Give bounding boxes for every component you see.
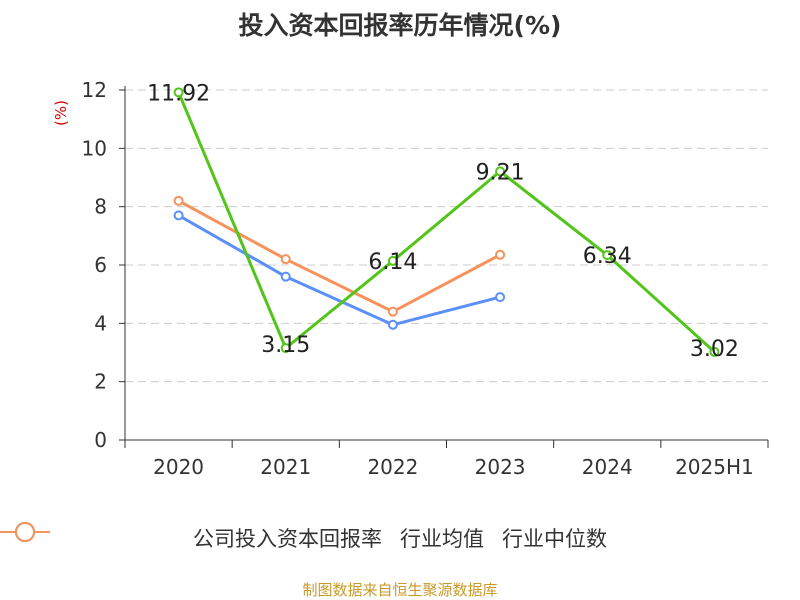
y-tick-label: 12: [82, 78, 107, 102]
data-point-2: [495, 249, 506, 260]
data-point-0: [602, 250, 613, 261]
data-point-1: [495, 292, 506, 303]
data-point-1: [280, 271, 291, 282]
data-point-2: [387, 306, 398, 317]
series-line-1: [177, 214, 501, 327]
x-tick-label: 2022: [367, 455, 418, 479]
legend-item-industry-median[interactable]: 行业中位数: [0, 522, 607, 553]
data-point-2: [280, 254, 291, 265]
data-point-0: [709, 346, 720, 357]
data-point-2: [173, 195, 184, 206]
y-tick-label: 6: [94, 253, 107, 277]
data-label: 3.02: [690, 337, 739, 362]
x-tick-label: 2023: [475, 455, 526, 479]
x-tick-label: 2025H1: [675, 455, 754, 479]
y-tick-label: 4: [94, 311, 107, 335]
data-label: 9.21: [476, 160, 525, 185]
data-point-1: [173, 210, 184, 221]
data-point-0: [495, 166, 506, 177]
series-line-0: [177, 91, 716, 354]
legend-swatch-industry-median: [0, 522, 50, 542]
x-tick-label: 2020: [153, 455, 204, 479]
legend: 公司投入资本回报率 行业均值 行业中位数: [0, 520, 800, 556]
series-line-2: [177, 199, 501, 314]
data-point-0: [280, 343, 291, 354]
legend-label-industry-median: 行业中位数: [502, 527, 607, 551]
data-source-note: 制图数据来自恒生聚源数据库: [302, 581, 498, 599]
data-label: 6.34: [583, 244, 632, 269]
x-tick-label: 2021: [260, 455, 311, 479]
data-label: 11.92: [147, 81, 210, 106]
y-tick-label: 0: [94, 428, 107, 452]
data-point-1: [387, 319, 398, 330]
chart-title: 投入资本回报率历年情况(%): [238, 11, 562, 40]
legend-label-company: 公司投入资本回报率: [193, 527, 382, 551]
data-label: 3.15: [261, 333, 310, 358]
legend-label-industry-average: 行业均值: [400, 527, 484, 551]
data-point-0: [173, 87, 184, 98]
data-label: 6.14: [368, 250, 417, 275]
x-tick-label: 2024: [582, 455, 633, 479]
legend-item-company[interactable]: 公司投入资本回报率: [0, 522, 382, 553]
y-tick-label: 8: [94, 195, 107, 219]
y-tick-label: 2: [94, 370, 107, 394]
y-tick-label: 10: [82, 136, 107, 160]
legend-item-industry-average[interactable]: 行业均值: [0, 522, 484, 553]
data-point-0: [387, 255, 398, 266]
